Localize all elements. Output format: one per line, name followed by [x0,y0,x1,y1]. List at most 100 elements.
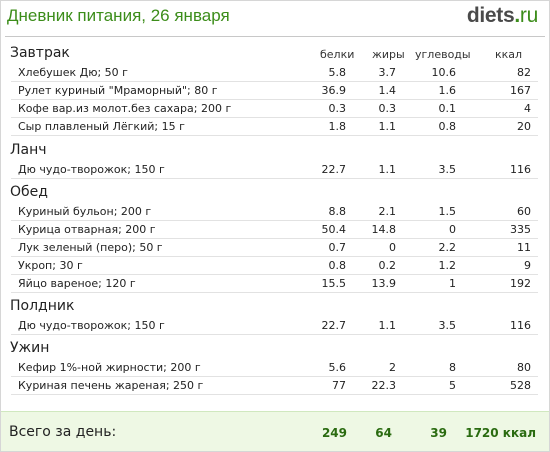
table-row: Кефир 1%-ной жирности; 200 г 5.6 2 8 80 [11,359,538,377]
carbs-value: 1.2 [438,259,457,272]
table-row: Куриный бульон; 200 г 8.8 2.1 1.5 60 [11,203,538,221]
carbs-value: 0.8 [438,120,457,133]
fat-value: 0.3 [378,102,397,115]
site-logo[interactable]: diets.ru [467,4,538,28]
protein-value: 15.5 [321,277,347,290]
food-name: Кофе вар.из молот.без сахара; 200 г [18,102,232,115]
food-name: Укроп; 30 г [18,259,83,272]
column-header-carbs: углеводы [415,48,471,61]
kcal-value: 116 [510,319,531,332]
carbs-value: 0.1 [438,102,457,115]
kcal-value: 9 [524,259,531,272]
fat-value: 2 [389,361,396,374]
fat-value: 22.3 [371,379,397,392]
meal-title-afternoon-snack: Полдник [10,298,75,314]
food-name: Дю чудо-творожок; 150 г [18,163,165,176]
food-name: Яйцо вареное; 120 г [18,277,136,290]
table-row: Рулет куриный "Мраморный"; 80 г 36.9 1.4… [11,82,538,100]
table-row: Дю чудо-творожок; 150 г 22.7 1.1 3.5 116 [11,161,538,179]
carbs-value: 0 [449,223,456,236]
fat-value: 14.8 [371,223,397,236]
column-header-kcal: ккал [495,48,523,61]
totals-label: Всего за день: [9,424,117,440]
page-title: Дневник питания, 26 января [7,6,230,25]
table-row: Кофе вар.из молот.без сахара; 200 г 0.3 … [11,100,538,118]
kcal-value: 335 [510,223,531,236]
total-protein: 249 [321,426,347,440]
food-name: Куриный бульон; 200 г [18,205,152,218]
food-name: Хлебушек Дю; 50 г [18,66,128,79]
kcal-value: 167 [510,84,531,97]
protein-value: 5.6 [328,361,347,374]
table-row: Яйцо вареное; 120 г 15.5 13.9 1 192 [11,275,538,293]
fat-value: 13.9 [371,277,397,290]
table-row: Сыр плавленый Лёгкий; 15 г 1.8 1.1 0.8 2… [11,118,538,136]
kcal-value: 20 [517,120,531,133]
table-row: Хлебушек Дю; 50 г 5.8 3.7 10.6 82 [11,64,538,82]
logo-dot: . [514,4,520,27]
fat-value: 1.1 [378,163,397,176]
fat-value: 3.7 [378,66,397,79]
food-name: Куриная печень жареная; 250 г [18,379,204,392]
kcal-value: 116 [510,163,531,176]
table-row: Дю чудо-творожок; 150 г 22.7 1.1 3.5 116 [11,317,538,335]
protein-value: 0.7 [328,241,347,254]
carbs-value: 1.5 [438,205,457,218]
carbs-value: 1 [449,277,456,290]
protein-value: 0.8 [328,259,347,272]
protein-value: 50.4 [321,223,347,236]
logo-main: diets [466,4,515,27]
header: Дневник питания, 26 января diets.ru [0,0,550,36]
carbs-value: 1.6 [438,84,457,97]
column-header-fat: жиры [372,48,405,61]
protein-value: 22.7 [321,319,347,332]
table-row: Лук зеленый (перо); 50 г 0.7 0 2.2 11 [11,239,538,257]
logo-suffix: ru [519,4,538,27]
table-row: Курица отварная; 200 г 50.4 14.8 0 335 [11,221,538,239]
total-kcal: 1720 ккал [465,426,536,440]
carbs-value: 10.6 [431,66,457,79]
fat-value: 2.1 [378,205,397,218]
column-header-protein: белки [320,48,355,61]
meal-title-supper: Ужин [10,340,50,356]
total-fat: 64 [375,426,392,440]
kcal-value: 60 [517,205,531,218]
protein-value: 5.8 [328,66,347,79]
fat-value: 1.1 [378,120,397,133]
kcal-value: 11 [517,241,531,254]
meal-title-lunch: Ланч [10,142,47,158]
protein-value: 0.3 [328,102,347,115]
table-row: Куриная печень жареная; 250 г 77 22.3 5 … [11,377,538,395]
carbs-value: 3.5 [438,319,457,332]
fat-value: 0 [389,241,396,254]
carbs-value: 5 [449,379,456,392]
fat-value: 1.1 [378,319,397,332]
kcal-value: 4 [524,102,531,115]
food-name: Сыр плавленый Лёгкий; 15 г [18,120,185,133]
kcal-value: 80 [517,361,531,374]
fat-value: 0.2 [378,259,397,272]
food-name: Курица отварная; 200 г [18,223,156,236]
kcal-value: 82 [517,66,531,79]
kcal-value: 192 [510,277,531,290]
total-carbs: 39 [430,426,447,440]
fat-value: 1.4 [378,84,397,97]
food-name: Дю чудо-творожок; 150 г [18,319,165,332]
table-row: Укроп; 30 г 0.8 0.2 1.2 9 [11,257,538,275]
carbs-value: 2.2 [438,241,457,254]
meal-title-breakfast: Завтрак [10,45,70,61]
carbs-value: 3.5 [438,163,457,176]
food-name: Рулет куриный "Мраморный"; 80 г [18,84,218,97]
protein-value: 1.8 [328,120,347,133]
protein-value: 22.7 [321,163,347,176]
food-name: Кефир 1%-ной жирности; 200 г [18,361,201,374]
kcal-value: 528 [510,379,531,392]
protein-value: 36.9 [321,84,347,97]
protein-value: 77 [332,379,346,392]
meal-title-dinner: Обед [10,184,48,200]
header-divider [5,36,545,37]
food-name: Лук зеленый (перо); 50 г [18,241,163,254]
carbs-value: 8 [449,361,456,374]
daily-totals: Всего за день: 249 64 39 1720 ккал [1,411,549,451]
protein-value: 8.8 [328,205,347,218]
